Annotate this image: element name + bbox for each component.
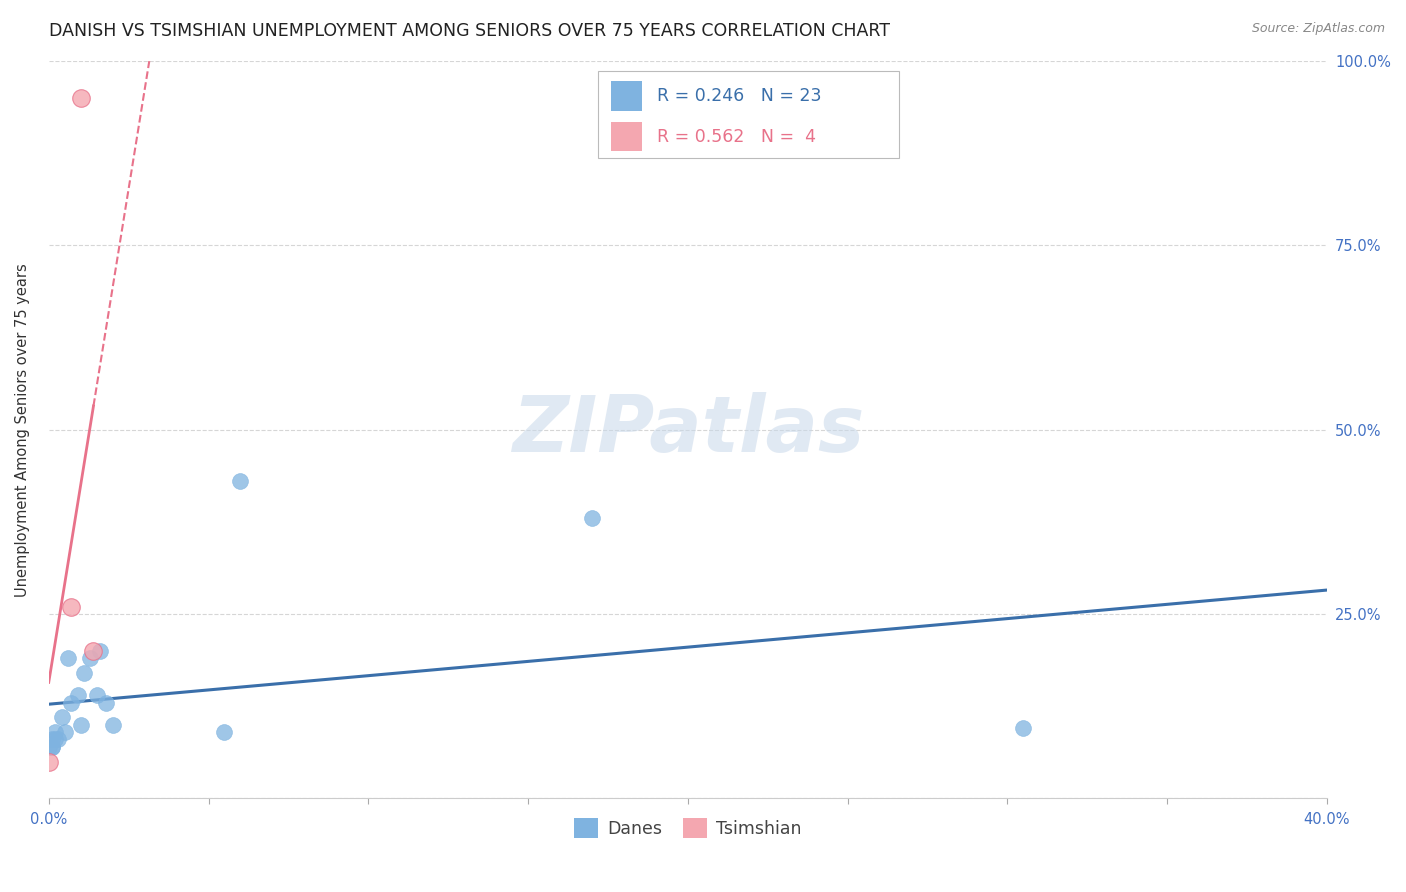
- Point: [73, 666, 96, 681]
- Point: [79, 651, 101, 665]
- Point: [51, 710, 73, 724]
- Text: ZIPatlas: ZIPatlas: [512, 392, 863, 467]
- Text: DANISH VS TSIMSHIAN UNEMPLOYMENT AMONG SENIORS OVER 75 YEARS CORRELATION CHART: DANISH VS TSIMSHIAN UNEMPLOYMENT AMONG S…: [49, 22, 890, 40]
- Point: [38, 755, 60, 769]
- Bar: [612, 81, 641, 111]
- Legend: Danes, Tsimshian: Danes, Tsimshian: [567, 811, 808, 845]
- Point: [89, 644, 111, 658]
- Point: [101, 718, 124, 732]
- Point: [66, 688, 89, 702]
- Point: [53, 725, 76, 739]
- Point: [82, 644, 104, 658]
- Point: [41, 732, 63, 747]
- Text: R = 0.246   N = 23: R = 0.246 N = 23: [657, 87, 821, 105]
- Point: [60, 599, 83, 614]
- Point: [56, 651, 79, 665]
- Point: [96, 696, 118, 710]
- Point: [44, 732, 66, 747]
- Point: [1012, 722, 1035, 736]
- Point: [69, 718, 91, 732]
- Point: [46, 732, 69, 747]
- Point: [41, 739, 63, 754]
- Bar: [612, 122, 641, 152]
- Point: [86, 688, 108, 702]
- Text: R = 0.562   N =  4: R = 0.562 N = 4: [657, 128, 815, 145]
- Point: [60, 696, 83, 710]
- Point: [69, 91, 91, 105]
- Text: Source: ZipAtlas.com: Source: ZipAtlas.com: [1251, 22, 1385, 36]
- Point: [44, 725, 66, 739]
- FancyBboxPatch shape: [599, 71, 898, 159]
- Point: [229, 475, 252, 489]
- Point: [214, 725, 236, 739]
- Point: [38, 739, 60, 754]
- Point: [41, 739, 63, 754]
- Y-axis label: Unemployment Among Seniors over 75 years: Unemployment Among Seniors over 75 years: [15, 263, 30, 597]
- Point: [581, 511, 603, 525]
